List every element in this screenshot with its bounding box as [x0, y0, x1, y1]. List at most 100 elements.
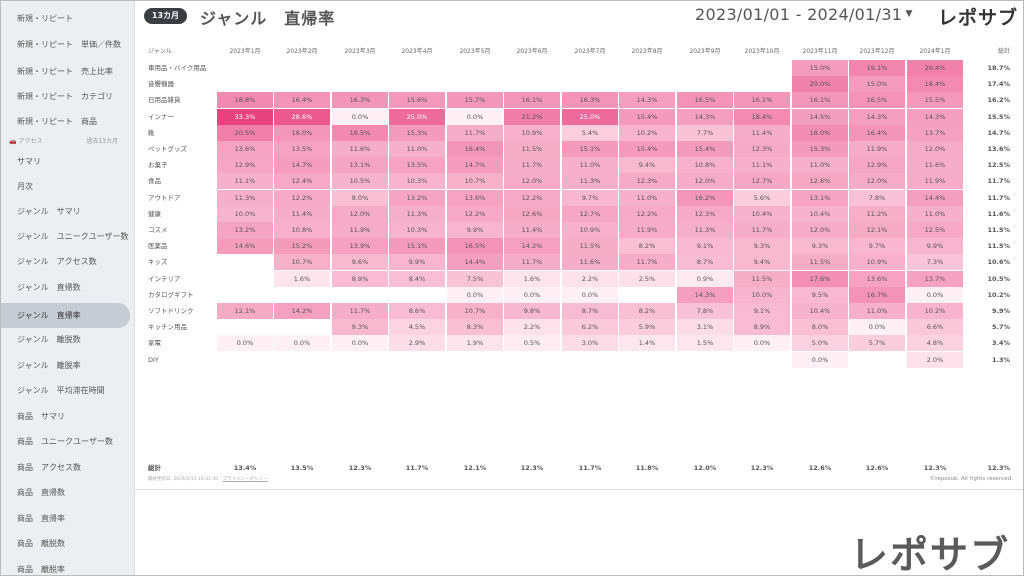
sidebar-item[interactable]: サマリ [17, 157, 41, 166]
column-header[interactable]: 2023年8月 [631, 48, 663, 55]
total-header[interactable]: 総計 [997, 48, 1010, 55]
table-cell: 17.6% [792, 270, 848, 287]
table-cell: 6.2% [562, 319, 618, 336]
table-cell: 10.8% [677, 157, 733, 174]
total-cell: 11.7% [578, 464, 602, 472]
sidebar-item[interactable]: 商品 直帰率 [17, 514, 65, 523]
sidebar-item[interactable]: ジャンル 離脱率 [17, 361, 81, 370]
column-header[interactable]: 2023年6月 [516, 48, 548, 55]
sidebar-item[interactable]: 新規・リピート [17, 14, 73, 23]
table-cell: 9.4% [734, 254, 790, 271]
table-cell: 15.6% [389, 92, 445, 109]
table-cell: 11.4% [274, 205, 330, 222]
sidebar-item[interactable]: 商品 アクセス数 [17, 463, 81, 472]
sidebar-item[interactable]: ジャンル 平均滞在時間 [17, 386, 105, 395]
table-cell: 9.3% [332, 319, 388, 336]
column-header[interactable]: 2023年11月 [802, 48, 838, 55]
row-total: 17.4% [987, 80, 1010, 89]
chevron-down-icon[interactable]: ▼ [905, 9, 913, 19]
row-total: 3.4% [991, 339, 1010, 348]
column-header[interactable]: 2023年4月 [401, 48, 433, 55]
sidebar-item[interactable]: ジャンル サマリ [17, 207, 81, 216]
column-header[interactable]: 2023年3月 [344, 48, 376, 55]
row-label: 健康 [148, 209, 161, 218]
sidebar-item[interactable]: 商品 サマリ [17, 412, 65, 421]
table-cell: 10.4% [792, 205, 848, 222]
table-cell: 11.7% [734, 222, 790, 238]
table-cell: 8.9% [734, 319, 790, 336]
sidebar-item[interactable]: 新規・リピート 商品 [17, 117, 97, 126]
sidebar-item[interactable]: 商品 離脱数 [17, 539, 65, 548]
row-total: 9.9% [991, 307, 1010, 315]
table-cell: 12.0% [504, 173, 560, 190]
row-label: 日用品雑貨 [148, 96, 181, 105]
table-cell: 11.7% [332, 303, 388, 319]
table-cell: 21.2% [504, 108, 560, 125]
table-cell: 8.4% [389, 270, 445, 287]
privacy-link[interactable]: プライバシーポリシー [222, 477, 268, 482]
sidebar-item[interactable]: 新規・リピート 単価／件数 [17, 40, 121, 49]
sidebar-item[interactable]: ジャンル 直帰率 [0, 303, 130, 328]
column-header[interactable]: 2023年12月 [859, 48, 895, 55]
table-cell: 19.1% [849, 60, 905, 76]
table-cell: 12.0% [792, 222, 848, 238]
column-header[interactable]: 2024年1月 [919, 48, 951, 55]
table-cell: 11.3% [562, 173, 618, 190]
sidebar-item[interactable]: 商品 離脱率 [17, 565, 65, 574]
table-cell: 3.0% [562, 335, 618, 352]
table-cell: 15.4% [619, 141, 675, 157]
table-cell: 11.7% [504, 254, 560, 271]
table-cell: 11.4% [504, 222, 560, 238]
table-cell: 10.8% [274, 222, 330, 238]
column-header[interactable]: 2023年9月 [689, 48, 721, 55]
column-header[interactable]: 2023年1月 [229, 48, 261, 55]
table-cell: 12.6% [792, 173, 848, 190]
sidebar-item[interactable]: ジャンル 離脱数 [17, 335, 81, 344]
date-range[interactable]: 2023/01/01 - 2024/01/31 [695, 5, 903, 24]
column-header[interactable]: 2023年5月 [459, 48, 491, 55]
sidebar-item[interactable]: ジャンル アクセス数 [17, 257, 97, 266]
column-header[interactable]: 2023年7月 [574, 48, 606, 55]
sidebar-item[interactable]: ジャンル 直帰数 [17, 283, 81, 292]
row-total: 16.2% [987, 96, 1010, 105]
sidebar-item[interactable]: ジャンル ユニークユーザー数 [17, 232, 129, 241]
sidebar-item[interactable]: 新規・リピート カテゴリ [17, 92, 113, 101]
table-cell: 12.2% [274, 189, 330, 206]
table-cell: 12.9% [217, 157, 273, 174]
table-cell: 15.7% [447, 92, 503, 109]
table-cell: 16.4% [274, 92, 330, 109]
table-cell: 14.3% [677, 286, 733, 303]
table-cell: 8.7% [562, 303, 618, 319]
column-header[interactable]: 2023年2月 [286, 48, 318, 55]
row-label: ソフトドリンク [148, 307, 194, 315]
sidebar-item[interactable]: 月次 [17, 182, 33, 191]
table-cell: 0.0% [447, 286, 503, 303]
sidebar-item[interactable]: 新規・リピート 売上比率 [17, 67, 113, 76]
sidebar-item[interactable]: 商品 ユニークユーザー数 [17, 437, 113, 446]
table-cell: 12.3% [619, 173, 675, 190]
table-cell: 11.0% [849, 303, 905, 319]
table-cell: 11.9% [849, 141, 905, 157]
row-total: 10.5% [987, 274, 1010, 283]
table-cell: 2.0% [907, 351, 963, 368]
column-header[interactable]: 2023年10月 [744, 48, 780, 55]
table-cell: 2.2% [562, 270, 618, 287]
table-cell: 12.2% [619, 205, 675, 222]
table-cell: 8.6% [389, 303, 445, 319]
table-cell: 8.2% [619, 238, 675, 255]
table-cell: 12.5% [907, 222, 963, 238]
table-cell: 11.6% [562, 254, 618, 271]
sidebar-item[interactable]: 商品 直帰数 [17, 488, 65, 497]
table-cell: 8.7% [677, 254, 733, 271]
table-cell: 10.0% [217, 205, 273, 222]
table-cell: 14.7% [274, 157, 330, 174]
table-cell: 2.2% [504, 319, 560, 336]
table-cell: 0.5% [504, 335, 560, 352]
period-badge[interactable]: 13カ月 [144, 8, 187, 24]
total-cell: 12.3% [750, 464, 774, 472]
table-cell: 8.0% [332, 189, 388, 206]
table-cell: 4.5% [389, 319, 445, 336]
table-cell: 10.2% [619, 124, 675, 141]
table-cell: 16.5% [849, 92, 905, 109]
table-cell: 16.7% [849, 286, 905, 303]
